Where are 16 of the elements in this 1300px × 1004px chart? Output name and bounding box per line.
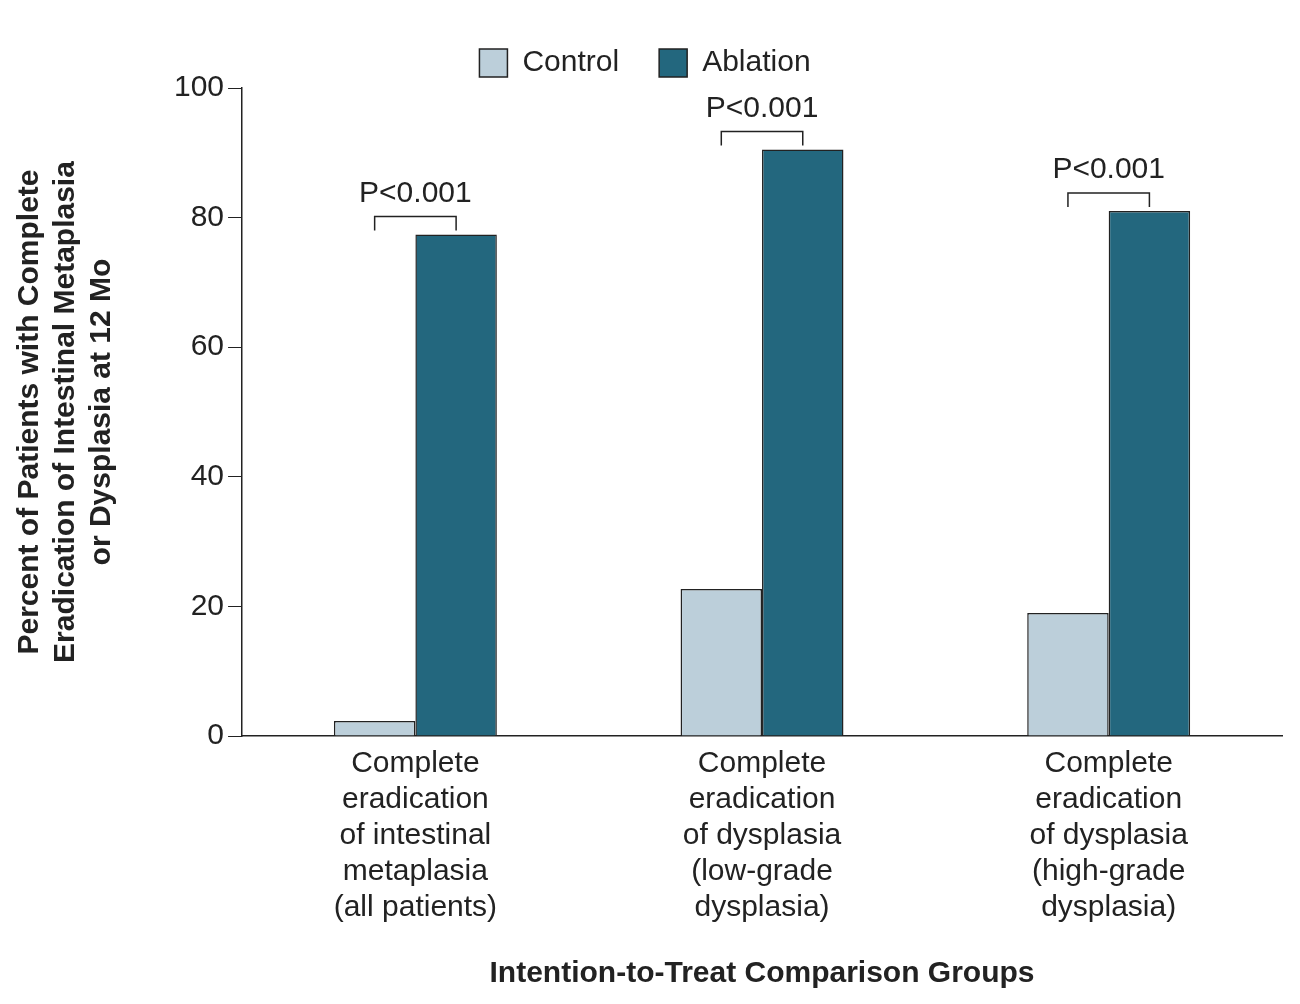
y-tick-label: 20: [190, 587, 225, 621]
y-axis-title: Percent of Patients with Complete Eradication of Intestinal Metaplasia or Dysplasia at 12 Mo: [11, 160, 117, 663]
annotation: P<0.001: [705, 89, 819, 123]
x-tick-label: Complete eradication of intestinal metaplasia (all patients): [333, 745, 498, 923]
x-tick-label: Complete eradication of dysplasia (high-grade dysplasia): [1029, 745, 1189, 923]
y-tick-label: 60: [190, 328, 225, 362]
legend-label: Control: [522, 44, 620, 78]
legend-label: Ablation: [702, 44, 811, 78]
x-axis-title: Intention-to-Treat Comparison Groups: [489, 955, 1035, 989]
annotation: P<0.001: [359, 174, 472, 208]
annotation: P<0.001: [1052, 151, 1165, 185]
y-tick-label: 80: [190, 198, 225, 232]
x-tick-label: Complete eradication of dysplasia (low-grade dysplasia): [682, 745, 842, 923]
y-tick-label: 0: [207, 717, 225, 751]
y-tick-label: 40: [190, 458, 225, 492]
y-tick-label: 100: [173, 69, 225, 103]
